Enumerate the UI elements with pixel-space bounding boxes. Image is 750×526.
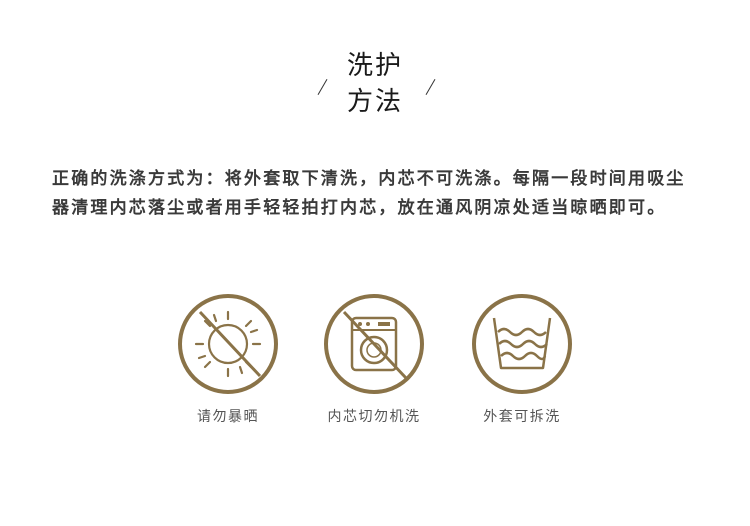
care-label-no-machine-wash: 内芯切勿机洗 xyxy=(327,409,421,425)
care-label-hand-wash: 外套可拆洗 xyxy=(483,409,561,425)
title-line-1: 洗护 xyxy=(346,51,403,81)
care-item-no-machine-wash: 内芯切勿机洗 xyxy=(304,292,444,426)
care-icons: 请勿暴晒 内芯切勿机洗 外套可拆洗 xyxy=(0,292,750,432)
care-item-hand-wash: 外套可拆洗 xyxy=(452,292,592,426)
care-description: 正确的洗涤方式为：将外套取下清洗，内芯不可洗涤。每隔一段时间用吸尘器清理内芯落尘… xyxy=(52,169,686,218)
title-line-2: 方法 xyxy=(346,87,403,117)
section-title: 洗护 方法 xyxy=(0,50,750,120)
no-sun-icon xyxy=(178,294,278,394)
care-item-no-sun: 请勿暴晒 xyxy=(158,292,298,426)
hand-wash-icon xyxy=(472,294,572,394)
care-label-no-sun: 请勿暴晒 xyxy=(197,409,259,425)
no-machine-wash-icon xyxy=(324,294,424,394)
